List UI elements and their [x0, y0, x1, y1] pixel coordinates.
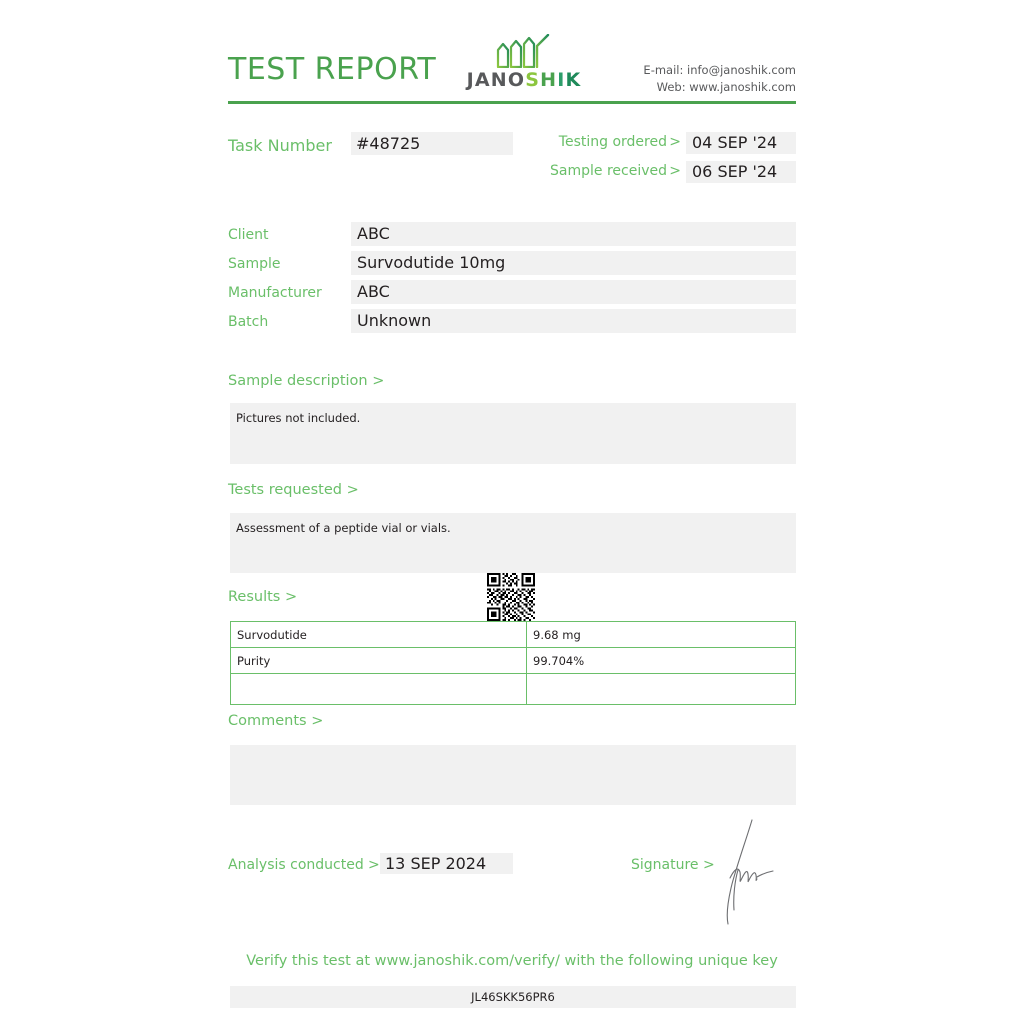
report-header: TEST REPORT JANOSHIK E-mail: info@janosh…	[228, 34, 796, 104]
report-sheet: TEST REPORT JANOSHIK E-mail: info@janosh…	[228, 0, 796, 1024]
bars-logo-icon	[496, 34, 550, 68]
page-title: TEST REPORT	[228, 52, 437, 87]
sample-description-heading: Sample description >	[228, 373, 385, 389]
sample-value: Survodutide 10mg	[351, 251, 796, 275]
contact-email: E-mail: info@janoshik.com	[643, 63, 796, 77]
janoshik-logo: JANOSHIK	[464, 34, 584, 90]
handwritten-signature	[726, 819, 774, 925]
testing-ordered-row: Testing ordered > 04 SEP '24	[228, 132, 796, 154]
sample-description-box: Pictures not included.	[230, 403, 796, 464]
logo-word-i: I	[557, 69, 566, 91]
sample-received-label: Sample received	[550, 163, 667, 179]
sample-received-gt: >	[669, 163, 681, 179]
analysis-conducted-label: Analysis conducted	[228, 857, 364, 873]
testing-ordered-gt: >	[669, 134, 681, 150]
task-number-label: Task Number	[228, 136, 332, 155]
analysis-conducted-value: 13 SEP 2024	[380, 853, 513, 874]
testing-ordered-value: 04 SEP '24	[686, 132, 796, 154]
task-number-value: #48725	[351, 132, 513, 155]
client-value: ABC	[351, 222, 796, 246]
field-row-sample: Sample Survodutide 10mg	[228, 251, 796, 280]
signature-label: Signature >	[631, 857, 715, 873]
result-value-1: 99.704%	[526, 647, 796, 674]
table-row: Survodutide 9.68 mg	[230, 621, 796, 648]
table-row: Purity 99.704%	[230, 647, 796, 674]
manufacturer-value: ABC	[351, 280, 796, 304]
tests-requested-box: Assessment of a peptide vial or vials.	[230, 513, 796, 573]
contact-info: E-mail: info@janoshik.com Web: www.janos…	[643, 62, 796, 95]
sample-received-value: 06 SEP '24	[686, 161, 796, 183]
field-row-manufacturer: Manufacturer ABC	[228, 280, 796, 309]
verification-qr-code	[487, 573, 535, 621]
sample-received-row: Sample received > 06 SEP '24	[228, 161, 796, 183]
header-divider	[228, 101, 796, 104]
results-table: Survodutide 9.68 mg Purity 99.704%	[230, 621, 796, 705]
result-value-0: 9.68 mg	[526, 621, 796, 648]
table-row	[230, 673, 796, 705]
task-section: Task Number #48725 Testing ordered > 04 …	[228, 132, 796, 188]
verify-instructions: Verify this test at www.janoshik.com/ver…	[246, 953, 778, 969]
logo-wordmark: JANOSHIK	[464, 71, 584, 90]
analysis-conducted-gt: >	[368, 857, 380, 873]
batch-value: Unknown	[351, 309, 796, 333]
result-name-2	[230, 673, 527, 705]
tests-requested-heading: Tests requested >	[228, 482, 359, 498]
comments-heading: Comments >	[228, 713, 324, 729]
batch-label: Batch	[228, 314, 269, 330]
logo-word-s: S	[525, 69, 541, 91]
result-value-2	[526, 673, 796, 705]
logo-word-jano: JANO	[466, 69, 526, 91]
comments-box	[230, 745, 796, 805]
testing-ordered-label: Testing ordered	[558, 134, 667, 150]
sample-label: Sample	[228, 256, 281, 272]
field-row-client: Client ABC	[228, 222, 796, 251]
contact-web: Web: www.janoshik.com	[656, 79, 796, 94]
results-heading: Results >	[228, 589, 298, 605]
verify-unique-key: JL46SKK56PR6	[230, 986, 796, 1008]
result-name-0: Survodutide	[230, 621, 527, 648]
logo-word-h: H	[540, 69, 558, 91]
result-name-1: Purity	[230, 647, 527, 674]
sample-info-fields: Client ABC Sample Survodutide 10mg Manuf…	[228, 222, 796, 338]
field-row-batch: Batch Unknown	[228, 309, 796, 338]
client-label: Client	[228, 227, 269, 243]
logo-word-k: K	[565, 69, 582, 91]
manufacturer-label: Manufacturer	[228, 285, 322, 301]
